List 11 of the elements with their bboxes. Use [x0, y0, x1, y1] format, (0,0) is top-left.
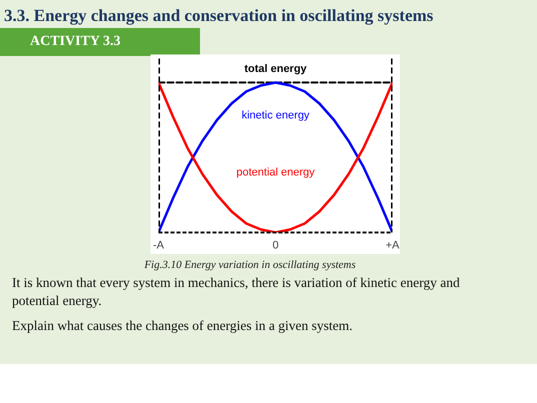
caption: Fig.3.10 Energy variation in oscillating systems [143, 258, 357, 273]
series-label: total energy [244, 63, 308, 75]
x-tick-label: -A [153, 240, 165, 252]
series-label: kinetic energy [242, 110, 310, 122]
text: potential energy [236, 166, 316, 178]
text: It is known that every system in mechanics, there is variation of kinetic energy and potential energy. [12, 274, 461, 310]
text: Explain what causes the changes of energies in a given system. [12, 317, 354, 335]
x-tick-label: 0 [272, 240, 279, 252]
chart-title: 3.3. Energy changes and conservation in oscillating systems [4, 5, 434, 27]
x-tick-label: +A [386, 240, 400, 252]
chart-subtitle: ACTIVITY 3.3 [0, 28, 200, 56]
